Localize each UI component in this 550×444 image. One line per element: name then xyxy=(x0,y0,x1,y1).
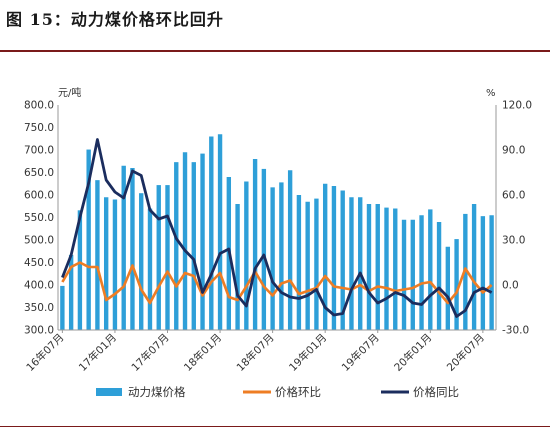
x-tick-label: 18年01月 xyxy=(181,331,224,374)
price-bar xyxy=(182,152,188,330)
price-bar xyxy=(86,149,91,330)
legend-label: 动力煤价格 xyxy=(128,385,186,399)
left-tick-label: 500.0 xyxy=(24,235,54,247)
legend-swatch xyxy=(96,388,122,396)
price-bar xyxy=(217,134,223,330)
price-bar xyxy=(419,215,424,330)
price-bar xyxy=(68,254,74,330)
x-tick-label: 19年07月 xyxy=(339,331,382,374)
right-tick-label: 60.0 xyxy=(502,190,525,202)
price-bar xyxy=(366,204,372,330)
price-bar xyxy=(322,183,328,330)
price-bar xyxy=(454,239,459,330)
price-bar xyxy=(77,210,83,330)
price-bar xyxy=(209,136,214,330)
price-bar xyxy=(112,199,118,330)
price-bar xyxy=(410,219,415,330)
x-tick-label: 19年01月 xyxy=(286,331,329,374)
x-tick-label: 17年01月 xyxy=(76,331,119,374)
left-tick-label: 550.0 xyxy=(24,212,54,224)
legend-item-yoy: 价格同比 xyxy=(381,385,459,399)
price-bar xyxy=(358,197,363,330)
price-bar xyxy=(174,162,179,330)
left-axis-unit: 元/吨 xyxy=(58,86,81,99)
price-bar xyxy=(235,204,240,330)
price-bar xyxy=(489,215,494,330)
left-tick-label: 400.0 xyxy=(24,280,54,292)
right-tick-label: 0.0 xyxy=(502,280,519,292)
figure-title: 图 15：动力煤价格环比回升 xyxy=(6,10,224,29)
price-bar xyxy=(165,185,170,330)
price-bar xyxy=(480,216,486,330)
legend-label: 价格同比 xyxy=(413,385,459,399)
price-bar xyxy=(393,208,398,330)
price-bar xyxy=(384,207,389,330)
left-tick-label: 650.0 xyxy=(24,167,54,179)
price-bar xyxy=(200,153,205,330)
left-tick-label: 600.0 xyxy=(24,190,54,202)
left-tick-label: 800.0 xyxy=(24,100,54,112)
price-bar xyxy=(270,187,275,330)
price-bar xyxy=(191,162,196,330)
legend-item-mom: 价格环比 xyxy=(243,385,321,399)
price-bar xyxy=(305,201,310,330)
x-tick-label: 20年07月 xyxy=(444,331,487,374)
left-tick-label: 450.0 xyxy=(24,257,54,269)
price-bar xyxy=(296,195,302,330)
price-bar xyxy=(471,204,477,330)
left-tick-label: 750.0 xyxy=(24,122,54,134)
price-bar xyxy=(279,182,284,330)
price-bar xyxy=(445,246,451,330)
price-bar xyxy=(60,285,65,330)
price-bar xyxy=(375,204,380,330)
right-tick-label: 90.0 xyxy=(502,145,525,157)
price-bar xyxy=(436,222,442,330)
footer-rule xyxy=(0,426,550,427)
price-bar xyxy=(121,165,126,330)
right-tick-label: 120.0 xyxy=(502,100,532,112)
x-tick-label: 16年07月 xyxy=(24,331,67,374)
title-rule xyxy=(0,50,550,52)
right-tick-label: 30.0 xyxy=(502,235,525,247)
price-bar xyxy=(147,208,153,330)
left-tick-label: 350.0 xyxy=(24,302,54,314)
x-tick-label: 18年07月 xyxy=(234,331,277,374)
price-bar xyxy=(428,209,433,330)
price-bar xyxy=(130,168,135,330)
price-bar xyxy=(139,193,144,330)
x-tick-label: 20年01月 xyxy=(391,331,434,374)
right-tick-label: -30.0 xyxy=(502,325,529,337)
price-bar xyxy=(244,181,249,330)
price-bar xyxy=(349,197,354,330)
price-bar xyxy=(340,190,345,330)
price-bar xyxy=(287,170,293,330)
price-bar xyxy=(401,219,407,330)
left-tick-label: 300.0 xyxy=(24,325,54,337)
legend: 动力煤价格 价格环比 价格同比 xyxy=(96,385,459,399)
x-tick-label: 17年07月 xyxy=(129,331,172,374)
mom-line xyxy=(61,261,493,305)
price-bar xyxy=(156,185,161,330)
price-bar xyxy=(103,197,109,330)
price-bar xyxy=(314,198,319,330)
right-axis-unit: % xyxy=(486,88,496,99)
legend-label: 价格环比 xyxy=(275,385,321,399)
price-bar xyxy=(252,159,258,330)
left-tick-label: 700.0 xyxy=(24,145,54,157)
legend-item-price: 动力煤价格 xyxy=(96,385,186,399)
price-bar xyxy=(95,180,100,330)
price-bar xyxy=(261,168,267,330)
price-bar xyxy=(331,186,337,330)
yoy-line xyxy=(61,138,493,318)
bar-series-price xyxy=(60,134,494,330)
